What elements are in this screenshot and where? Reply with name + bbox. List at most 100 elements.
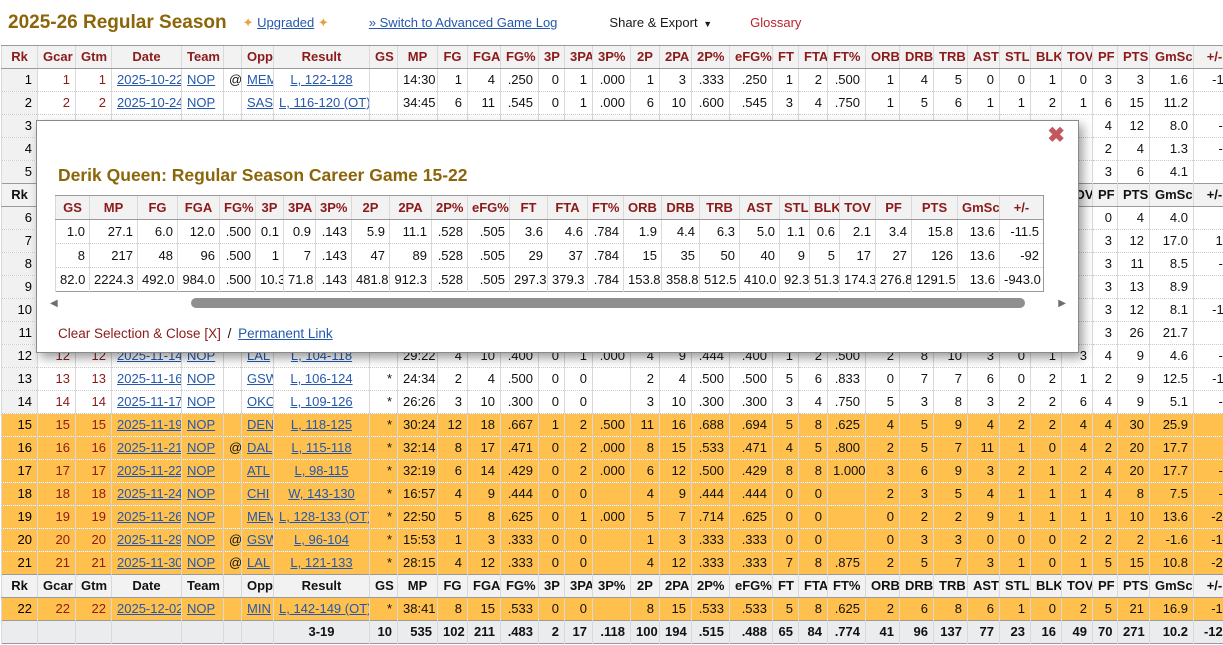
cell-link[interactable]: MEM — [247, 72, 274, 87]
cell: -22 — [1193, 551, 1223, 575]
cell-link[interactable]: 2025-10-22 — [117, 72, 182, 87]
cell: 15 — [623, 243, 662, 268]
cell: 0 — [967, 528, 1000, 552]
cell: 12 — [1117, 229, 1150, 253]
column-header: TRB — [933, 574, 968, 598]
cell-link[interactable]: 2025-10-24 — [117, 95, 182, 110]
cell-link[interactable]: ATL — [247, 463, 270, 478]
cell-link[interactable]: 2025-11-29 — [117, 532, 182, 547]
cell: 4 — [967, 413, 1000, 437]
cell: 0 — [538, 459, 565, 483]
scrollbar-thumb[interactable] — [190, 298, 1025, 308]
cell-link[interactable]: DEN — [247, 417, 274, 432]
cell: .515 — [691, 620, 730, 644]
cell-link[interactable]: L, 142-149 (OT) — [279, 601, 370, 616]
scrollbar-track[interactable] — [62, 297, 1055, 310]
cell: 13.6 — [957, 267, 1000, 292]
cell: 17 — [839, 243, 876, 268]
cell: 12.0 — [177, 219, 220, 244]
cell-link[interactable]: NOP — [187, 440, 216, 455]
cell-link[interactable]: L, 98-115 — [294, 463, 349, 478]
cell-link[interactable]: 2025-11-26 — [117, 509, 182, 524]
clear-selection-close-link[interactable]: Clear Selection & Close [X] — [58, 326, 221, 341]
close-icon[interactable]: ✖ — [1047, 124, 1065, 147]
upgraded-link[interactable]: Upgraded — [257, 14, 315, 30]
cell-link[interactable]: 2025-11-22 — [117, 463, 182, 478]
scroll-left-icon[interactable]: ◀ — [50, 297, 58, 309]
cell-link[interactable]: L, 96-104 — [294, 532, 349, 547]
cell: 15 — [1, 413, 38, 437]
cell-link[interactable]: NOP — [187, 532, 216, 547]
cell: 11 — [467, 91, 501, 115]
cell-link[interactable]: DAL — [247, 440, 273, 455]
cell: 8 — [798, 459, 828, 483]
cell-link[interactable]: NOP — [187, 394, 216, 409]
cell-link[interactable]: NOP — [187, 463, 216, 478]
cell-link[interactable]: NOP — [187, 417, 216, 432]
cell-link[interactable]: 2025-11-16 — [117, 371, 182, 386]
cell-link[interactable]: 2025-11-30 — [117, 555, 182, 570]
column-header: TOV — [1061, 45, 1093, 69]
cell: 0 — [999, 528, 1031, 552]
cell-link[interactable]: GSW — [247, 532, 274, 547]
cell-link[interactable]: GSW — [247, 371, 274, 386]
cell: .500 — [827, 68, 866, 92]
cell-link[interactable]: NOP — [187, 601, 216, 616]
cell: 12 — [1117, 298, 1150, 322]
cell-link[interactable]: MIN — [247, 601, 271, 616]
cell: 0 — [865, 505, 900, 529]
switch-advanced-game-log-link[interactable]: » Switch to Advanced Game Log — [368, 15, 558, 30]
game-row: 14 14 14 2025-11-17 NOP OKC L, 109-126 * 26:26 3 1… — [1, 390, 1223, 414]
column-header: Team — [181, 45, 224, 69]
cell: 2 — [933, 505, 968, 529]
scroll-right-icon[interactable]: ▶ — [1058, 297, 1066, 309]
cell-link[interactable]: NOP — [187, 486, 216, 501]
game-row: 22 22 22 2025-12-02 NOP MIN L, 142-149 (OT) * 38… — [1, 597, 1223, 621]
cell: 2025-11-22 — [111, 459, 182, 483]
cell-link[interactable]: L, 128-133 (OT) — [279, 509, 370, 524]
cell: 4 — [1061, 413, 1093, 437]
cell: 6 — [437, 459, 468, 483]
cell-link[interactable]: L, 118-125 — [290, 417, 353, 432]
cell: .000 — [592, 436, 631, 460]
cell: 4 — [659, 367, 692, 391]
cell: 1 — [564, 505, 593, 529]
cell-link[interactable]: L, 109-126 — [290, 394, 353, 409]
cell-link[interactable]: W, 143-130 — [288, 486, 355, 501]
cell: 17 — [75, 459, 112, 483]
cell: 71.8 — [283, 267, 316, 292]
cell: * — [369, 505, 398, 529]
cell-link[interactable]: NOP — [187, 509, 216, 524]
cell-link[interactable]: 2025-11-24 — [117, 486, 182, 501]
cell-link[interactable]: CHI — [247, 486, 270, 501]
glossary-link[interactable]: Glossary — [750, 15, 802, 30]
share-export-menu[interactable]: Share & Export ▼ — [609, 15, 712, 30]
cell-link[interactable]: L, 106-124 — [290, 371, 353, 386]
cell-link[interactable]: L, 122-128 — [290, 72, 353, 87]
column-header: ORB — [865, 574, 900, 598]
cell-link[interactable]: NOP — [187, 555, 216, 570]
cell: 4 — [1092, 459, 1118, 483]
cell-link[interactable]: MEM — [247, 509, 274, 524]
cell-link[interactable]: OKC — [247, 394, 274, 409]
cell-link[interactable]: NOP — [187, 72, 216, 87]
cell: 3 — [1092, 160, 1118, 184]
cell-link[interactable]: 2025-11-17 — [117, 394, 182, 409]
cell-link[interactable]: 2025-11-21 — [117, 440, 182, 455]
permanent-link[interactable]: Permanent Link — [238, 326, 333, 341]
cell-link[interactable]: L, 121-133 — [290, 555, 353, 570]
cell: 4 — [1092, 390, 1118, 414]
cell-link[interactable]: 2025-11-19 — [117, 417, 182, 432]
cell-link[interactable]: NOP — [187, 371, 216, 386]
cell: 3 — [1092, 252, 1118, 276]
cell-link[interactable]: LAL — [247, 555, 271, 570]
modal-horizontal-scrollbar[interactable]: ◀ ▶ — [50, 297, 1066, 310]
cell: 26:26 — [397, 390, 438, 414]
cell-link[interactable]: L, 115-118 — [291, 440, 352, 455]
cell-link[interactable]: SAS — [247, 95, 274, 110]
cell-link[interactable]: 2025-12-02 — [117, 601, 182, 616]
cell — [369, 68, 398, 92]
cell-link[interactable]: L, 116-120 (OT) — [279, 95, 370, 110]
cell: .471 — [729, 436, 773, 460]
cell-link[interactable]: NOP — [187, 95, 216, 110]
